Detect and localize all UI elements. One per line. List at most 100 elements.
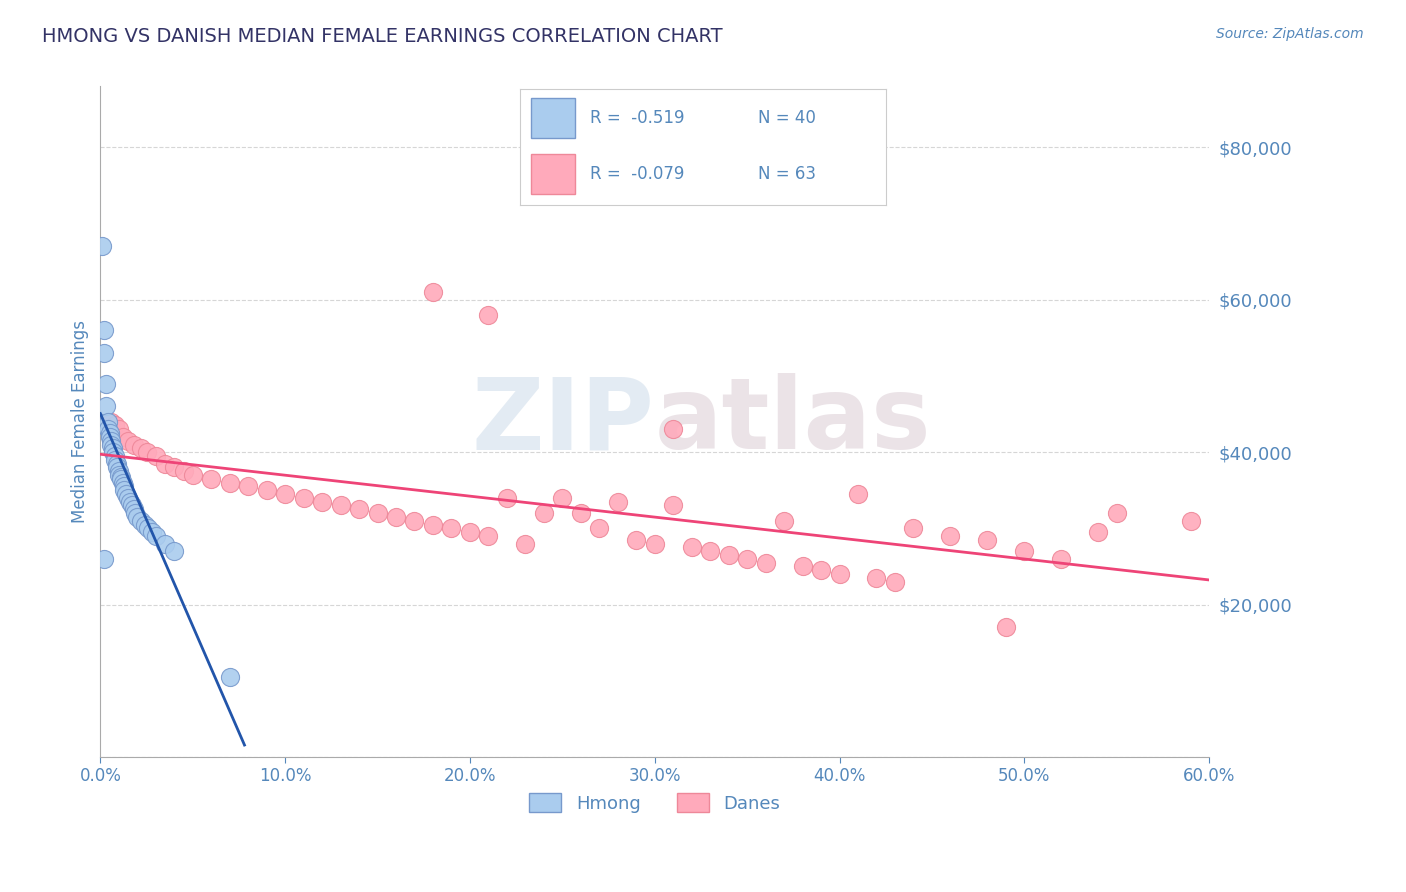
Point <box>153 457 176 471</box>
Point <box>569 506 592 520</box>
Point <box>91 239 114 253</box>
Text: HMONG VS DANISH MEDIAN FEMALE EARNINGS CORRELATION CHART: HMONG VS DANISH MEDIAN FEMALE EARNINGS C… <box>42 27 723 45</box>
Point <box>533 506 555 520</box>
Point <box>153 536 176 550</box>
Y-axis label: Median Female Earnings: Median Female Earnings <box>72 320 89 523</box>
Text: R =  -0.079: R = -0.079 <box>589 165 685 183</box>
Point <box>117 491 139 505</box>
Point <box>129 442 152 456</box>
Point <box>865 571 887 585</box>
Point <box>121 499 143 513</box>
Point <box>141 525 163 540</box>
Point <box>717 548 740 562</box>
Text: N = 63: N = 63 <box>758 165 815 183</box>
Point <box>606 494 628 508</box>
Point <box>127 509 149 524</box>
Point <box>117 434 139 448</box>
Point <box>515 536 537 550</box>
Point <box>103 442 125 456</box>
Point <box>496 491 519 505</box>
Point <box>122 437 145 451</box>
Point <box>93 346 115 360</box>
Point <box>626 533 648 547</box>
Point <box>103 445 125 459</box>
Point <box>311 494 333 508</box>
Point <box>773 514 796 528</box>
Point <box>110 469 132 483</box>
Text: atlas: atlas <box>655 373 931 470</box>
Point <box>97 415 120 429</box>
Point <box>976 533 998 547</box>
Point <box>828 567 851 582</box>
Point <box>129 514 152 528</box>
Point <box>1180 514 1202 528</box>
Bar <box>531 154 575 194</box>
Point <box>98 430 121 444</box>
Legend: Hmong, Danes: Hmong, Danes <box>520 784 790 822</box>
Point <box>173 464 195 478</box>
Point <box>699 544 721 558</box>
Point <box>108 468 131 483</box>
Point <box>274 487 297 501</box>
Point <box>1014 544 1036 558</box>
Point <box>1050 551 1073 566</box>
Point <box>124 506 146 520</box>
Point <box>662 422 685 436</box>
Point <box>105 457 128 471</box>
Point <box>458 525 481 540</box>
Text: R =  -0.519: R = -0.519 <box>589 109 685 128</box>
Point <box>135 445 157 459</box>
Point <box>755 556 778 570</box>
Point <box>105 460 128 475</box>
Point <box>1087 525 1109 540</box>
Point <box>118 494 141 508</box>
Point <box>347 502 370 516</box>
Point <box>112 483 135 498</box>
Point <box>100 437 122 451</box>
Point <box>145 449 167 463</box>
Point <box>218 670 240 684</box>
Point <box>792 559 814 574</box>
Point <box>163 544 186 558</box>
Point <box>292 491 315 505</box>
Text: ZIP: ZIP <box>472 373 655 470</box>
Point <box>94 376 117 391</box>
Point <box>385 509 408 524</box>
Point <box>551 491 574 505</box>
Point <box>810 563 832 577</box>
Point <box>1105 506 1128 520</box>
Point <box>903 521 925 535</box>
Point <box>256 483 278 498</box>
Point <box>644 536 666 550</box>
Point <box>735 551 758 566</box>
Point <box>939 529 962 543</box>
Point <box>422 285 444 299</box>
Point <box>145 529 167 543</box>
Point <box>93 551 115 566</box>
Point <box>440 521 463 535</box>
Point <box>681 541 703 555</box>
Point <box>200 472 222 486</box>
Point <box>477 529 499 543</box>
Point <box>97 422 120 436</box>
Point <box>93 323 115 337</box>
Point <box>108 464 131 478</box>
Point <box>218 475 240 490</box>
Text: Source: ZipAtlas.com: Source: ZipAtlas.com <box>1216 27 1364 41</box>
Point <box>884 574 907 589</box>
Point <box>134 517 156 532</box>
Point <box>846 487 869 501</box>
Point <box>104 452 127 467</box>
Point <box>588 521 610 535</box>
Point <box>111 430 134 444</box>
Point <box>122 502 145 516</box>
Point <box>404 514 426 528</box>
Point <box>422 517 444 532</box>
Point <box>138 521 160 535</box>
Point <box>110 472 132 486</box>
Point <box>329 499 352 513</box>
Point <box>104 449 127 463</box>
Point <box>108 422 131 436</box>
Point <box>181 468 204 483</box>
Point <box>94 400 117 414</box>
